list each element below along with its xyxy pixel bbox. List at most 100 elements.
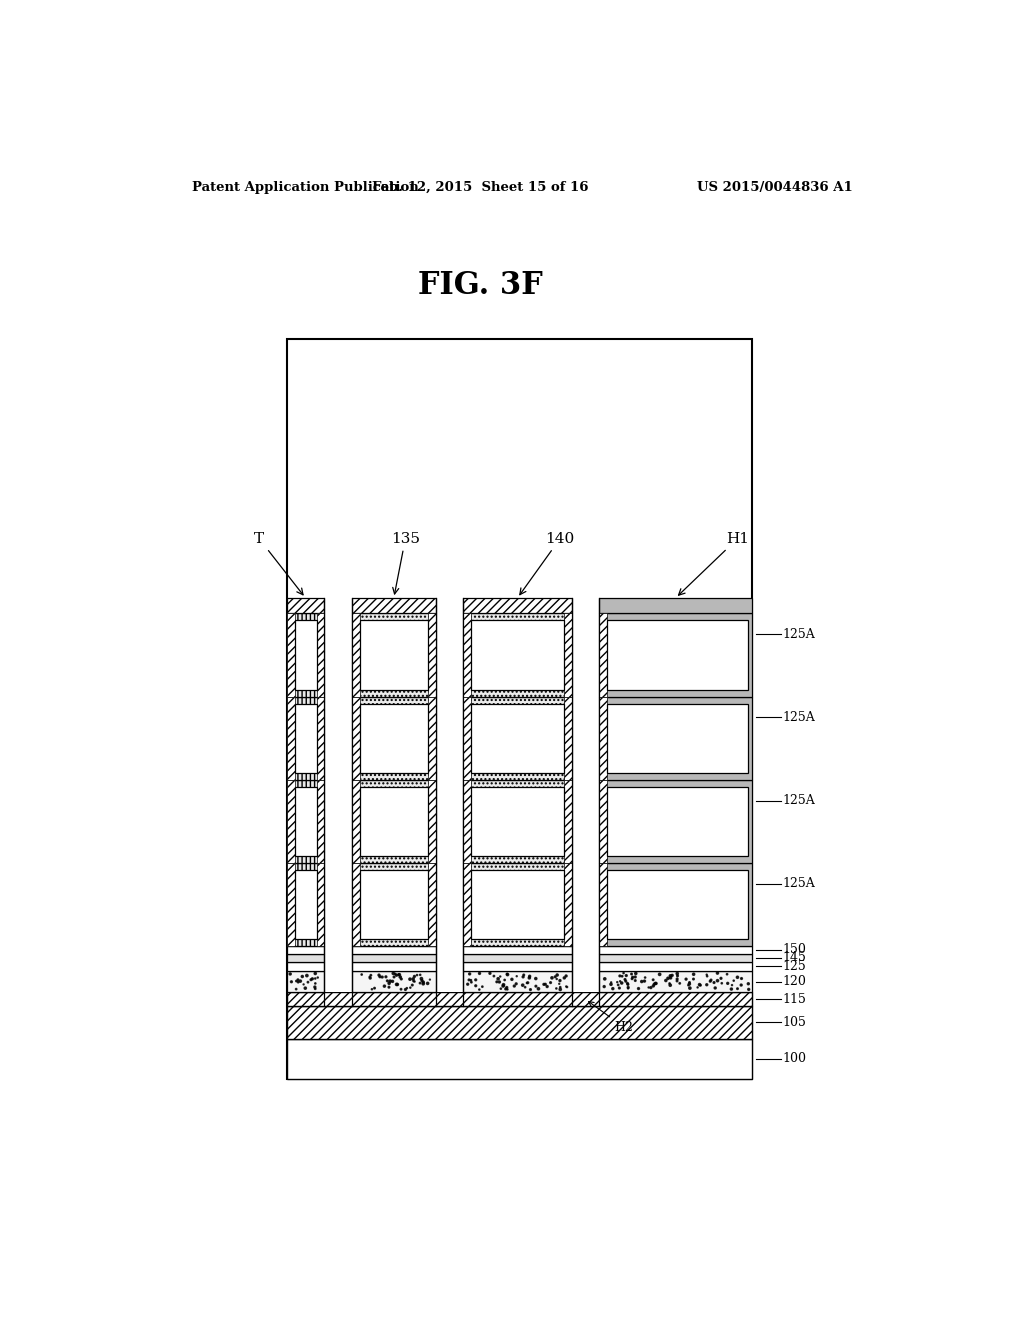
Text: 120: 120 [783,975,807,989]
Point [294,966,310,987]
Point [613,973,630,994]
Point [663,974,679,995]
Point [489,968,506,989]
Point [381,977,397,998]
Point [548,978,564,999]
Bar [463,697,571,780]
Point [662,973,678,994]
Point [685,969,701,990]
Point [361,966,378,987]
Bar [599,697,607,780]
Bar [287,993,752,1006]
Point [659,968,676,989]
Point [552,970,568,991]
Point [392,966,409,987]
Point [500,964,516,985]
Point [682,978,698,999]
Point [692,974,709,995]
Point [536,974,552,995]
Bar [352,954,435,961]
Bar [352,780,435,863]
Point [625,966,641,987]
Point [713,968,729,989]
Bar [287,780,295,863]
Point [723,978,739,999]
Point [514,974,530,995]
Bar [607,704,748,774]
Point [376,975,392,997]
Bar [599,780,607,863]
Point [378,966,394,987]
Bar [463,697,471,780]
Point [740,979,757,1001]
Text: 115: 115 [783,993,807,1006]
Point [669,969,685,990]
Point [485,965,502,986]
Point [409,965,425,986]
Point [698,964,715,985]
Point [729,978,745,999]
Point [387,964,403,985]
Point [627,966,643,987]
Point [645,975,662,997]
Point [620,978,636,999]
Point [288,978,304,999]
Point [614,966,631,987]
Point [544,968,560,989]
Text: 125A: 125A [783,878,816,890]
Bar [428,863,435,946]
Bar [471,620,564,689]
Point [719,964,735,985]
Point [393,978,410,999]
Bar [287,697,295,780]
Point [617,970,634,991]
Point [543,972,559,993]
Point [552,977,568,998]
Point [495,975,511,997]
Bar [564,863,571,946]
Point [597,969,613,990]
Bar [287,614,295,697]
Point [367,978,383,999]
Point [669,970,685,991]
Point [462,964,478,985]
Point [647,973,664,994]
Point [499,977,515,998]
Bar [316,614,325,697]
Bar [607,787,748,857]
Point [515,966,531,987]
Point [364,978,380,999]
Point [414,970,430,991]
Bar [352,780,359,863]
Bar [599,946,752,954]
Bar [352,598,435,614]
Text: 100: 100 [783,1052,807,1065]
Point [615,962,632,983]
Point [496,974,512,995]
Bar [428,614,435,697]
Point [618,965,635,986]
Bar [352,970,435,993]
Bar [564,614,571,697]
Point [710,970,726,991]
Point [397,979,414,1001]
Point [353,964,370,985]
Text: 150: 150 [783,944,807,957]
Point [290,969,306,990]
Point [664,965,680,986]
Point [603,974,620,995]
Point [538,974,554,995]
Point [379,970,395,991]
Point [702,970,719,991]
Point [481,962,498,983]
Bar [352,614,359,697]
Point [604,978,621,999]
Point [297,978,313,999]
Point [539,975,555,997]
Bar [471,704,564,774]
Point [299,965,315,986]
Point [724,974,740,995]
Point [729,966,745,987]
Bar [316,863,325,946]
Point [381,973,397,994]
